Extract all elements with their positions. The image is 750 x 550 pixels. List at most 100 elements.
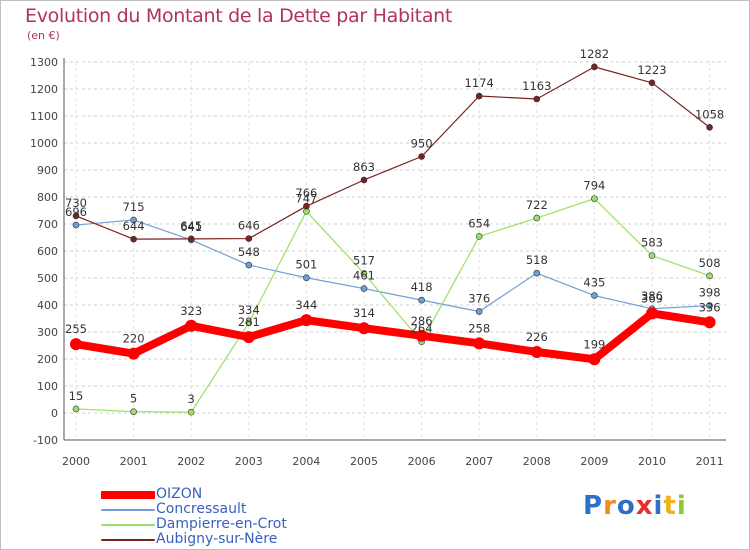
- data-label: 398: [699, 286, 721, 300]
- data-point: [475, 92, 483, 100]
- data-label: 336: [699, 300, 721, 314]
- chart-title: Evolution du Montant de la Dette par Hab…: [25, 5, 453, 27]
- data-label: 645: [180, 219, 202, 233]
- data-point: [530, 345, 543, 358]
- data-point: [303, 274, 310, 282]
- data-point: [475, 308, 483, 315]
- data-point: [303, 202, 310, 210]
- data-point: [706, 302, 713, 309]
- data-point: [70, 338, 82, 351]
- data-label: 199: [583, 337, 605, 351]
- data-point: [360, 176, 368, 184]
- y-tick-label: 0: [51, 407, 58, 420]
- data-point: [185, 319, 198, 332]
- data-label: 641: [180, 220, 202, 234]
- data-point: [358, 322, 370, 335]
- data-point: [360, 285, 368, 292]
- y-tick-label: 900: [37, 164, 58, 177]
- data-point: [72, 405, 80, 413]
- data-label: 1174: [465, 76, 494, 90]
- data-label: 722: [526, 198, 548, 212]
- data-label: 654: [468, 216, 490, 230]
- data-label: 501: [295, 258, 317, 272]
- data-point: [245, 235, 253, 242]
- y-tick-label: 1300: [30, 56, 58, 69]
- data-point: [130, 235, 137, 243]
- data-point: [475, 233, 483, 240]
- data-label: 220: [123, 332, 145, 346]
- logo-letter: P: [583, 491, 604, 521]
- data-point: [242, 331, 255, 344]
- logo-letter: t: [663, 491, 677, 521]
- y-tick-label: 700: [37, 218, 58, 231]
- data-label: 369: [641, 291, 663, 305]
- data-label: 323: [180, 304, 202, 318]
- data-point: [72, 221, 80, 229]
- data-label: 730: [65, 196, 87, 210]
- data-point: [187, 408, 195, 416]
- data-label: 583: [641, 236, 663, 250]
- x-tick-label: 2009: [580, 455, 608, 468]
- data-point: [130, 408, 137, 415]
- x-tick-label: 2007: [465, 455, 493, 468]
- data-point: [418, 153, 425, 160]
- data-label: 715: [123, 200, 145, 214]
- x-tick-label: 2005: [350, 455, 378, 468]
- data-label: 386: [641, 289, 663, 303]
- y-tick-label: 800: [37, 191, 58, 204]
- data-label: 548: [238, 245, 260, 259]
- legend-swatch: [101, 491, 155, 499]
- data-point: [72, 212, 80, 220]
- data-point: [418, 296, 425, 304]
- data-point: [648, 79, 656, 87]
- data-label: 794: [583, 179, 605, 193]
- proxiti-logo: Proxiti: [583, 491, 687, 521]
- data-label: 1282: [580, 47, 609, 61]
- logo-letter: i: [676, 491, 687, 521]
- data-label: 286: [411, 314, 433, 328]
- x-tick-label: 2001: [120, 455, 148, 468]
- data-label: 435: [583, 276, 605, 290]
- data-label: 863: [353, 160, 375, 174]
- data-label: 696: [65, 205, 87, 219]
- data-point: [415, 329, 428, 342]
- data-label: 461: [353, 269, 375, 283]
- y-tick-label: 1200: [30, 83, 58, 96]
- data-point: [706, 124, 713, 131]
- data-point: [533, 95, 541, 103]
- data-point: [648, 252, 656, 259]
- data-label: 644: [123, 219, 145, 233]
- x-tick-label: 2008: [523, 455, 551, 468]
- x-tick-label: 2011: [696, 455, 724, 468]
- logo-letter: o: [616, 491, 636, 521]
- data-point: [245, 261, 253, 269]
- data-labels: 696 715 641 548 501 461 418 376 518 435 386 398 15 5 3…: [65, 47, 724, 406]
- y-tick-label: 1000: [30, 137, 58, 150]
- data-label: 950: [411, 137, 433, 151]
- y-tick-label: 200: [37, 353, 58, 366]
- y-tick-label: 400: [37, 299, 58, 312]
- x-tick-label: 2010: [638, 455, 666, 468]
- data-label: 517: [353, 253, 375, 267]
- series-line: [75, 309, 711, 364]
- legend-swatch: [101, 524, 155, 526]
- data-point: [533, 214, 541, 222]
- data-label: 518: [526, 253, 548, 267]
- data-point: [187, 235, 195, 243]
- data-point: [473, 337, 486, 350]
- data-point: [300, 314, 313, 327]
- data-point: [245, 319, 253, 327]
- series: [70, 63, 716, 416]
- data-point: [360, 270, 368, 277]
- x-tick-label: 2006: [408, 455, 436, 468]
- chart-unit-label: (en €): [27, 29, 60, 42]
- series-line: [75, 66, 710, 240]
- data-point: [591, 63, 598, 71]
- logo-letter: r: [603, 491, 617, 521]
- legend-label: Concressault: [156, 501, 247, 517]
- data-label: 281: [238, 315, 260, 329]
- data-label: 334: [238, 303, 260, 317]
- data-label: 508: [699, 256, 721, 270]
